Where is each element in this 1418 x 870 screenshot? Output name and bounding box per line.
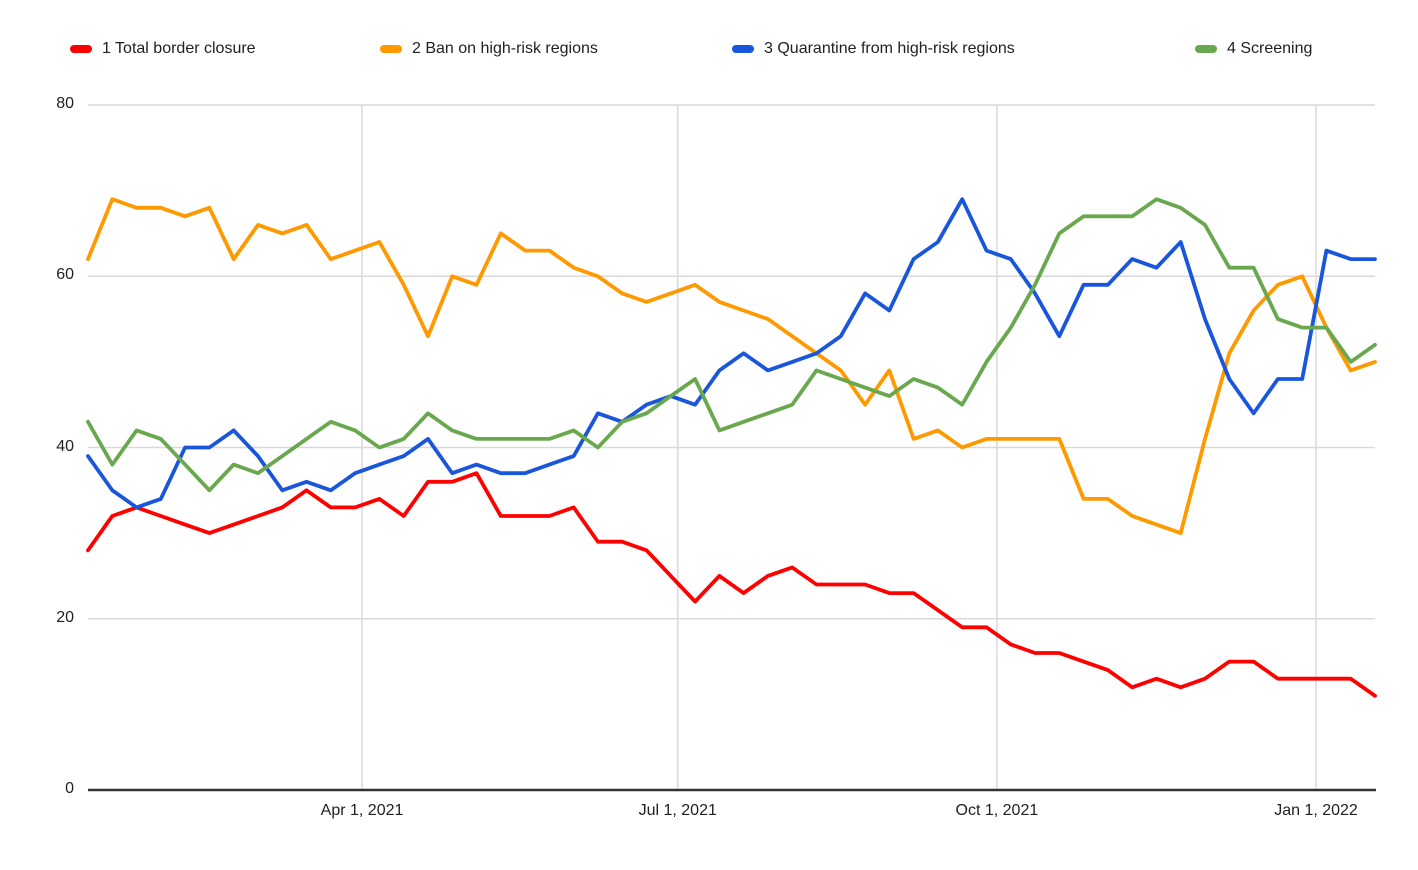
- series-line-1-total-border-closure: [86, 471, 1377, 698]
- x-axis-tick-label: Jul 1, 2021: [638, 802, 717, 819]
- y-axis-tick-label: 40: [56, 437, 74, 455]
- legend-label-ban-high-risk-regions: 2 Ban on high-risk regions: [412, 40, 598, 57]
- y-axis-tick-label: 60: [56, 266, 74, 284]
- y-axis-tick-label: 80: [56, 95, 74, 112]
- legend-label-total-border-closure: 1 Total border closure: [102, 40, 256, 57]
- legend-swatch-screening: [1195, 45, 1217, 53]
- y-axis-tick-label: 20: [56, 608, 74, 626]
- series-line-2-ban-on-high-risk-regions: [86, 197, 1377, 535]
- legend-item-screening: 4 Screening: [1195, 39, 1312, 59]
- series-line-4-screening: [86, 197, 1377, 493]
- series-line-3-quarantine-from-high-risk-regions: [86, 197, 1377, 510]
- x-axis-tick-label: Apr 1, 2021: [320, 802, 404, 819]
- legend-label-quarantine-high-risk-regions: 3 Quarantine from high-risk regions: [764, 40, 1015, 57]
- legend-item-quarantine-high-risk-regions: 3 Quarantine from high-risk regions: [732, 39, 1015, 59]
- y-axis-tick-label: 0: [65, 780, 74, 797]
- legend-swatch-total-border-closure: [70, 45, 92, 53]
- legend-label-screening: 4 Screening: [1227, 40, 1313, 57]
- legend-item-total-border-closure: 1 Total border closure: [70, 39, 256, 59]
- legend-item-ban-high-risk-regions: 2 Ban on high-risk regions: [380, 39, 598, 59]
- x-axis-tick-label: Jan 1, 2022: [1274, 802, 1358, 819]
- legend-swatch-quarantine-high-risk-regions: [732, 45, 754, 53]
- legend-swatch-ban-high-risk-regions: [380, 45, 402, 53]
- x-axis-tick-label: Oct 1, 2021: [955, 802, 1039, 819]
